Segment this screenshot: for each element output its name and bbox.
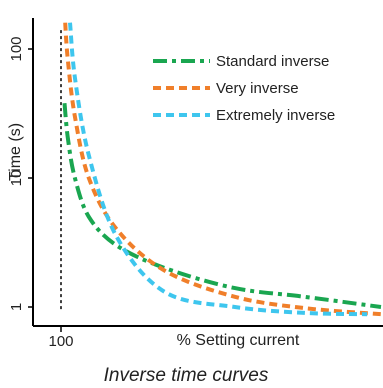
y-tick-label: 100: [8, 36, 25, 61]
legend-label: Very inverse: [216, 80, 299, 97]
legend-label: Extremely inverse: [216, 107, 335, 124]
x-tick-layer: 100: [48, 326, 74, 350]
series-layer: [62, 22, 382, 317]
series-line-extremely-inverse: [68, 22, 368, 317]
legend-label: Standard inverse: [216, 53, 329, 70]
y-axis-label: Time (s): [7, 123, 24, 181]
series-line-standard-inverse: [62, 103, 382, 309]
series-line-very-inverse: [63, 22, 382, 317]
x-tick-label: 100: [48, 333, 73, 350]
y-tick-label: 10: [8, 170, 25, 187]
y-tick-label: 1: [8, 303, 25, 311]
x-axis-label: % Setting current: [177, 332, 300, 349]
legend: Standard inverse Very inverse Extremely in…: [153, 53, 335, 124]
legend-item: Extremely inverse: [153, 107, 335, 124]
legend-item: Standard inverse: [153, 53, 329, 70]
y-tick-layer: 1 10 100: [8, 36, 33, 311]
legend-item: Very inverse: [153, 80, 299, 97]
chart-caption: Inverse time curves: [104, 365, 269, 386]
